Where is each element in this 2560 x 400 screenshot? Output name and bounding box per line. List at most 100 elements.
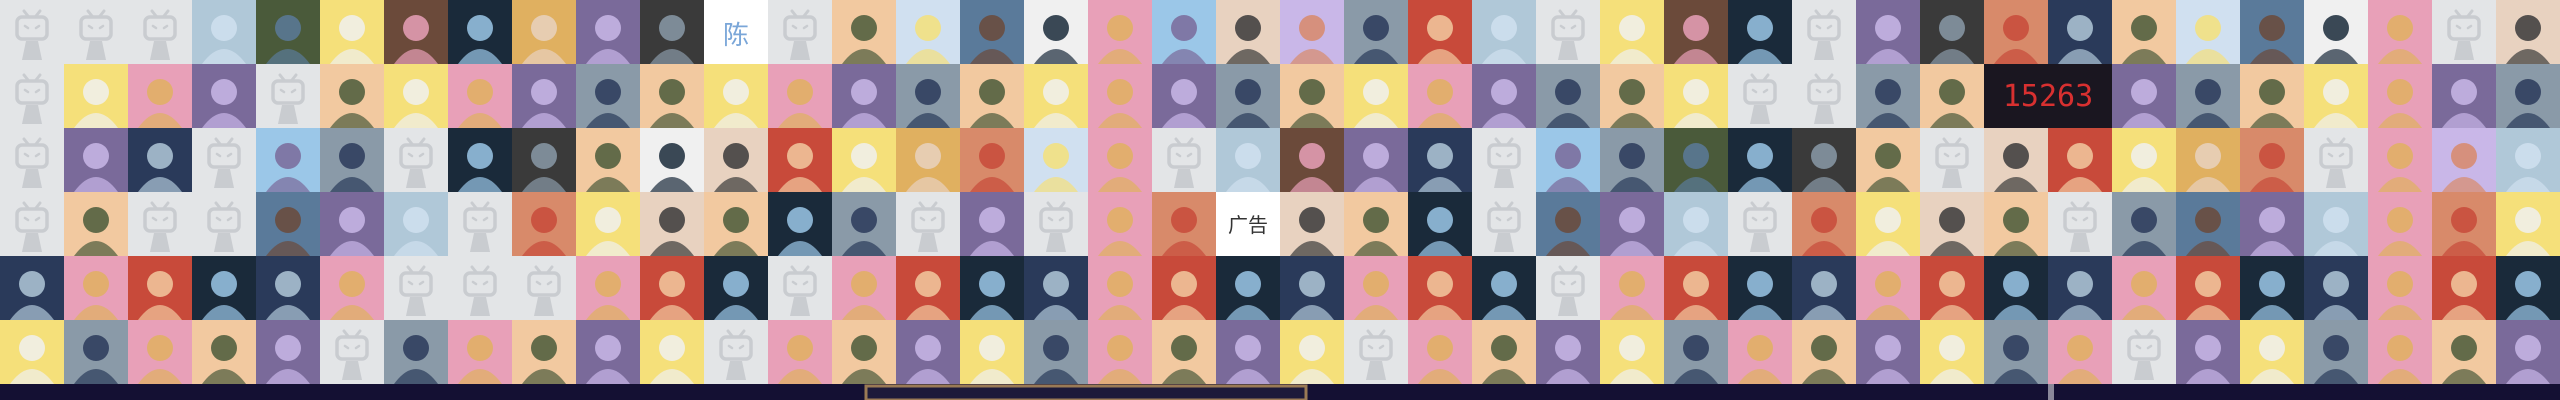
avatar[interactable] (192, 64, 256, 128)
avatar[interactable] (2368, 64, 2432, 128)
avatar[interactable] (2304, 320, 2368, 384)
avatar[interactable] (1920, 192, 1984, 256)
avatar[interactable] (1984, 320, 2048, 384)
avatar[interactable] (256, 192, 320, 256)
avatar[interactable] (1280, 64, 1344, 128)
avatar[interactable] (1536, 128, 1600, 192)
avatar[interactable] (1088, 192, 1152, 256)
avatar[interactable] (2240, 64, 2304, 128)
avatar[interactable] (2240, 128, 2304, 192)
avatar[interactable] (128, 256, 192, 320)
avatar[interactable] (384, 64, 448, 128)
avatar[interactable] (960, 64, 1024, 128)
avatar[interactable] (1152, 192, 1216, 256)
avatar[interactable] (1726, 190, 1794, 258)
avatar[interactable] (2496, 128, 2560, 192)
avatar[interactable] (1856, 256, 1920, 320)
avatar[interactable] (1600, 128, 1664, 192)
avatar[interactable] (256, 0, 320, 64)
avatar[interactable] (1534, 254, 1602, 322)
avatar[interactable] (768, 320, 832, 384)
avatar[interactable] (256, 256, 320, 320)
avatar[interactable] (2112, 64, 2176, 128)
avatar[interactable] (128, 64, 192, 128)
avatar[interactable] (1856, 128, 1920, 192)
avatar[interactable] (766, 0, 834, 66)
avatar[interactable] (2368, 320, 2432, 384)
avatar[interactable] (2368, 192, 2432, 256)
avatar[interactable] (1280, 0, 1344, 64)
avatar[interactable] (1984, 128, 2048, 192)
avatar[interactable] (1600, 0, 1664, 64)
avatar[interactable] (640, 128, 704, 192)
avatar[interactable] (128, 320, 192, 384)
avatar[interactable] (64, 192, 128, 256)
avatar[interactable] (1152, 64, 1216, 128)
avatar[interactable] (510, 254, 578, 322)
avatar[interactable] (1342, 318, 1410, 386)
avatar[interactable] (640, 320, 704, 384)
avatar[interactable] (576, 320, 640, 384)
avatar[interactable] (1984, 192, 2048, 256)
avatar[interactable] (320, 0, 384, 64)
avatar[interactable] (254, 62, 322, 130)
avatar[interactable] (1472, 0, 1536, 64)
avatar[interactable] (320, 64, 384, 128)
avatar[interactable] (2046, 190, 2114, 258)
avatar[interactable] (320, 256, 384, 320)
avatar[interactable] (1792, 320, 1856, 384)
avatar[interactable] (1408, 64, 1472, 128)
avatar[interactable] (2432, 192, 2496, 256)
avatar[interactable] (704, 64, 768, 128)
avatar[interactable] (2496, 64, 2560, 128)
avatar[interactable] (64, 256, 128, 320)
avatar[interactable] (1470, 126, 1538, 194)
avatar[interactable] (576, 192, 640, 256)
avatar[interactable] (1728, 320, 1792, 384)
avatar[interactable] (1984, 0, 2048, 64)
avatar[interactable] (2496, 256, 2560, 320)
avatar[interactable] (1664, 0, 1728, 64)
avatar[interactable] (512, 64, 576, 128)
avatar[interactable] (2240, 0, 2304, 64)
avatar[interactable] (1024, 256, 1088, 320)
avatar[interactable] (960, 320, 1024, 384)
avatar[interactable] (64, 128, 128, 192)
avatar[interactable] (64, 64, 128, 128)
avatar[interactable] (2048, 0, 2112, 64)
avatar[interactable] (2112, 192, 2176, 256)
avatar[interactable] (1920, 0, 1984, 64)
avatar[interactable] (1472, 320, 1536, 384)
avatar[interactable] (1856, 192, 1920, 256)
avatar[interactable] (1344, 128, 1408, 192)
avatar[interactable] (1152, 320, 1216, 384)
avatar[interactable] (1216, 320, 1280, 384)
avatar[interactable] (1280, 192, 1344, 256)
avatar[interactable] (1024, 320, 1088, 384)
avatar[interactable] (2304, 256, 2368, 320)
avatar[interactable] (1408, 0, 1472, 64)
avatar[interactable] (1790, 62, 1858, 130)
avatar[interactable] (64, 320, 128, 384)
avatar[interactable] (1344, 256, 1408, 320)
avatar[interactable] (1792, 128, 1856, 192)
avatar[interactable] (702, 318, 770, 386)
avatar[interactable] (1790, 0, 1858, 66)
avatar[interactable] (192, 320, 256, 384)
avatar[interactable] (2432, 256, 2496, 320)
avatar[interactable] (1664, 192, 1728, 256)
avatar[interactable] (640, 64, 704, 128)
avatar[interactable] (704, 128, 768, 192)
avatar[interactable] (2240, 192, 2304, 256)
avatar[interactable] (512, 128, 576, 192)
avatar[interactable] (1536, 320, 1600, 384)
avatar[interactable] (2432, 128, 2496, 192)
avatar[interactable] (2112, 128, 2176, 192)
avatar[interactable] (1408, 192, 1472, 256)
avatar[interactable] (446, 190, 514, 258)
avatar[interactable] (704, 256, 768, 320)
avatar[interactable] (256, 128, 320, 192)
avatar[interactable] (1792, 192, 1856, 256)
avatar[interactable] (382, 126, 450, 194)
avatar[interactable] (0, 320, 64, 384)
